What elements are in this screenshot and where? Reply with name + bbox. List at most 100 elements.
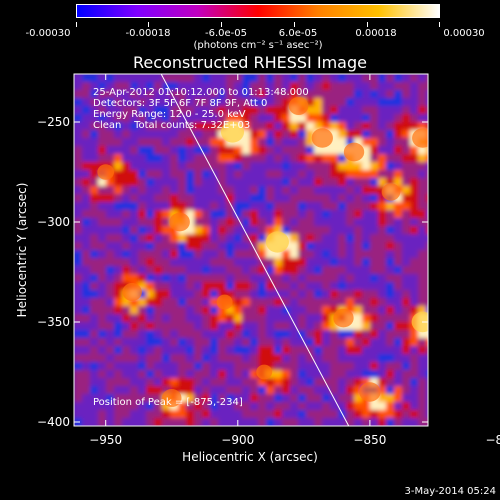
heatmap-cell bbox=[402, 210, 411, 219]
heatmap-cell bbox=[330, 346, 339, 355]
heatmap-cell bbox=[162, 410, 171, 419]
heatmap-cell bbox=[186, 114, 195, 123]
heatmap-cell bbox=[346, 410, 355, 419]
heatmap-cell bbox=[194, 210, 203, 219]
heatmap-cell bbox=[242, 210, 251, 219]
heatmap-cell bbox=[410, 234, 419, 243]
heatmap-cell bbox=[162, 114, 171, 123]
heatmap-cell bbox=[322, 362, 331, 371]
heatmap-cell bbox=[378, 266, 387, 275]
heatmap-cell bbox=[354, 298, 363, 307]
heatmap-cell bbox=[250, 130, 259, 139]
heatmap-cell bbox=[346, 330, 355, 339]
heatmap-cell bbox=[226, 98, 235, 107]
heatmap-cell bbox=[162, 98, 171, 107]
heatmap-cell bbox=[314, 394, 323, 403]
heatmap-cell bbox=[394, 234, 403, 243]
heatmap-cell bbox=[426, 354, 428, 363]
heatmap-cell bbox=[298, 266, 307, 275]
heatmap-cell bbox=[322, 274, 331, 283]
heatmap-cell bbox=[346, 402, 355, 411]
heatmap-cell bbox=[90, 346, 99, 355]
heatmap-cell bbox=[130, 274, 139, 283]
heatmap-cell bbox=[362, 122, 371, 131]
heatmap-cell bbox=[386, 418, 395, 426]
heatmap-cell bbox=[418, 210, 427, 219]
heatmap-cell bbox=[226, 386, 235, 395]
heatmap-cell bbox=[234, 82, 243, 91]
heatmap-cell bbox=[210, 338, 219, 347]
heatmap-cell bbox=[386, 330, 395, 339]
heatmap-cell bbox=[386, 74, 395, 83]
heatmap-cell bbox=[162, 290, 171, 299]
heatmap-cell bbox=[226, 106, 235, 115]
heatmap-cell bbox=[362, 266, 371, 275]
heatmap-cell bbox=[242, 394, 251, 403]
heatmap-cell bbox=[426, 82, 428, 91]
heatmap-cell bbox=[378, 234, 387, 243]
heatmap-cell bbox=[194, 130, 203, 139]
heatmap-cell bbox=[266, 338, 275, 347]
heatmap-cell bbox=[154, 90, 163, 99]
heatmap-cell bbox=[250, 290, 259, 299]
heatmap-cell bbox=[370, 210, 379, 219]
heatmap-cell bbox=[154, 234, 163, 243]
heatmap-cell bbox=[234, 330, 243, 339]
heatmap-cell bbox=[306, 274, 315, 283]
heatmap-cell bbox=[202, 210, 211, 219]
heatmap-cell bbox=[250, 274, 259, 283]
heatmap-cell bbox=[298, 290, 307, 299]
heatmap-cell bbox=[314, 82, 323, 91]
heatmap-cell bbox=[250, 330, 259, 339]
heatmap-cell bbox=[402, 234, 411, 243]
heatmap-cell bbox=[306, 194, 315, 203]
heatmap-cell bbox=[82, 154, 91, 163]
heatmap-cell bbox=[210, 418, 219, 426]
heatmap-cell bbox=[82, 386, 91, 395]
heatmap-cell bbox=[178, 306, 187, 315]
heatmap-cell bbox=[210, 186, 219, 195]
heatmap-cell bbox=[362, 82, 371, 91]
heatmap-cell bbox=[306, 114, 315, 123]
heatmap-cell bbox=[394, 354, 403, 363]
heatmap-cell bbox=[322, 338, 331, 347]
heatmap-cell bbox=[266, 306, 275, 315]
heatmap-cell bbox=[202, 410, 211, 419]
heatmap-cell bbox=[74, 274, 83, 283]
heatmap-cell bbox=[74, 154, 83, 163]
heatmap-cell bbox=[354, 346, 363, 355]
heatmap-cell bbox=[146, 314, 155, 323]
heatmap-cell bbox=[122, 202, 131, 211]
heatmap-cell bbox=[306, 354, 315, 363]
heatmap-cell bbox=[90, 258, 99, 267]
heatmap-cell bbox=[154, 394, 163, 403]
heatmap-cell bbox=[170, 74, 179, 83]
heatmap-cell bbox=[330, 242, 339, 251]
heatmap-cell bbox=[138, 162, 147, 171]
heatmap-cell bbox=[322, 202, 331, 211]
heatmap-cell bbox=[218, 362, 227, 371]
heatmap-cell bbox=[130, 250, 139, 259]
heatmap-cell bbox=[210, 394, 219, 403]
heatmap-cell bbox=[250, 250, 259, 259]
heatmap-cell bbox=[178, 154, 187, 163]
heatmap-cell bbox=[250, 74, 259, 83]
heatmap-cell bbox=[346, 394, 355, 403]
heatmap-cell bbox=[210, 146, 219, 155]
heatmap-cell bbox=[322, 186, 331, 195]
heatmap-cell bbox=[162, 314, 171, 323]
heatmap-cell bbox=[218, 98, 227, 107]
heatmap-cell bbox=[378, 346, 387, 355]
heatmap-cell bbox=[194, 378, 203, 387]
heatmap-cell bbox=[162, 122, 171, 131]
heatmap-cell bbox=[370, 362, 379, 371]
heatmap-cell bbox=[362, 258, 371, 267]
heatmap-cell bbox=[90, 106, 99, 115]
heatmap-cell bbox=[146, 282, 155, 291]
heatmap-cell bbox=[322, 378, 331, 387]
heatmap-cell bbox=[194, 234, 203, 243]
heatmap-cell bbox=[154, 74, 163, 83]
heatmap-cell bbox=[82, 306, 91, 315]
heatmap-cell bbox=[162, 266, 171, 275]
